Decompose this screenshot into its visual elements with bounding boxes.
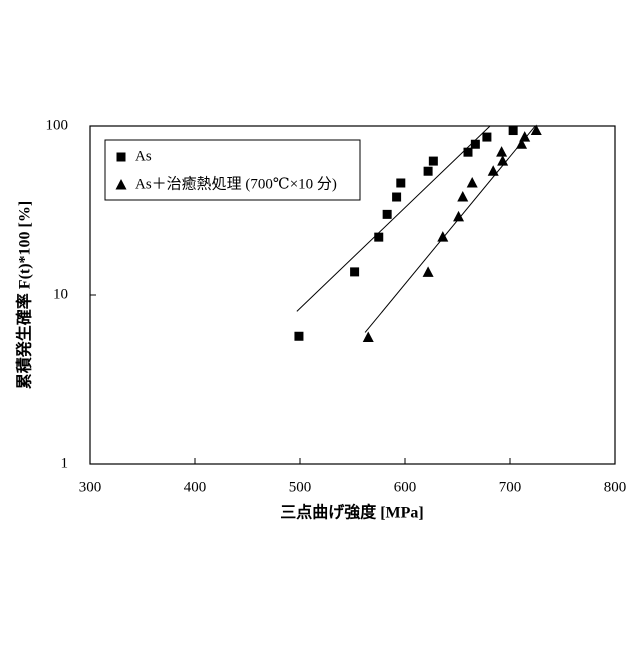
x-tick-label: 400 bbox=[184, 479, 207, 495]
square-marker bbox=[482, 133, 491, 142]
triangle-marker bbox=[488, 165, 499, 176]
x-tick-label: 800 bbox=[604, 479, 627, 495]
y-tick-label: 10 bbox=[53, 286, 68, 302]
triangle-marker bbox=[519, 131, 530, 142]
square-marker bbox=[464, 148, 473, 157]
x-tick-label: 700 bbox=[499, 479, 522, 495]
square-marker bbox=[396, 178, 405, 187]
page: {"chart_data": {"type": "scatter", "log_… bbox=[0, 0, 640, 645]
legend-marker bbox=[117, 153, 126, 162]
square-marker bbox=[509, 126, 518, 135]
chart: 三点曲げ強度 [MPa] 累積発生確率 F(t)*100 [%] 300 400 5… bbox=[0, 0, 640, 640]
fit-line bbox=[365, 126, 535, 332]
x-tick-label: 500 bbox=[289, 479, 312, 495]
triangle-marker bbox=[467, 177, 478, 188]
y-tick-label: 100 bbox=[46, 117, 69, 133]
square-marker bbox=[294, 332, 303, 341]
triangle-marker bbox=[496, 146, 507, 157]
triangle-marker bbox=[423, 266, 434, 277]
triangle-marker bbox=[453, 211, 464, 222]
x-axis-label: 三点曲げ強度 [MPa] bbox=[280, 503, 424, 522]
y-tick-label: 1 bbox=[61, 455, 69, 471]
x-tick-label: 300 bbox=[79, 479, 102, 495]
triangle-marker bbox=[457, 191, 468, 202]
square-marker bbox=[471, 140, 480, 149]
square-marker bbox=[383, 210, 392, 219]
legend-label: As＋治癒熱処理 (700℃×10 分) bbox=[135, 175, 337, 192]
x-tick-label: 600 bbox=[394, 479, 417, 495]
y-axis-label: 累積発生確率 F(t)*100 [%] bbox=[15, 201, 34, 389]
square-marker bbox=[392, 193, 401, 202]
square-marker bbox=[424, 167, 433, 176]
square-marker bbox=[374, 233, 383, 242]
triangle-marker bbox=[437, 231, 448, 242]
square-marker bbox=[350, 267, 359, 276]
legend-label: As bbox=[135, 148, 152, 164]
square-marker bbox=[429, 157, 438, 166]
triangle-marker bbox=[363, 332, 374, 343]
